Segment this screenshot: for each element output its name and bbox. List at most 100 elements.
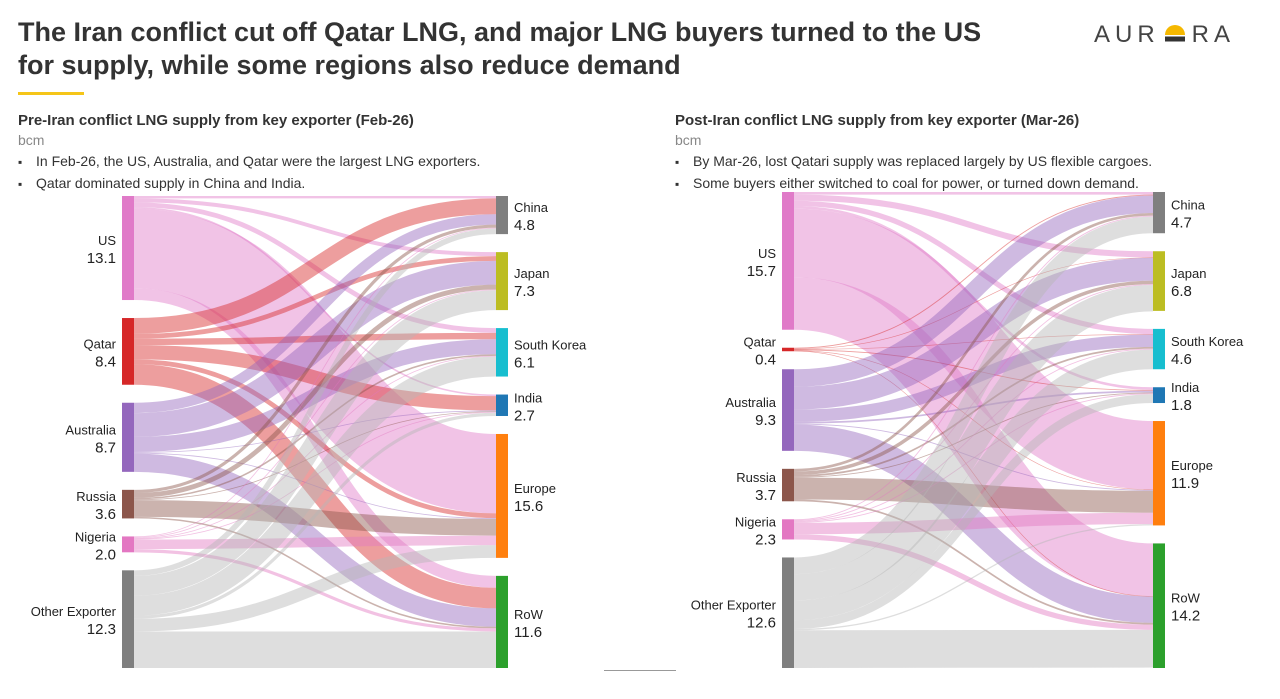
pre-target-value-india: 2.7 [514,407,535,424]
post-flow-nigeria-to-india [793,393,1154,523]
post-target-node-europe [1153,421,1165,526]
pre-target-label-south-korea: South Korea [514,337,587,352]
post-flow-nigeria-to-south-korea [793,348,1154,522]
pre-flow-australia-to-china [133,214,497,414]
post-flow-australia-to-china [793,195,1154,387]
pre-target-node-south-korea [496,328,508,377]
post-source-value-qatar: 0.4 [755,351,776,368]
pre-source-label-russia: Russia [76,489,117,504]
post-flow-russia-to-south-korea [793,346,1154,477]
post-target-label-europe: Europe [1171,458,1213,473]
post-flow-australia-to-south-korea [793,334,1154,422]
pre-source-value-russia: 3.6 [95,506,116,523]
post-source-label-us: US [758,246,776,261]
pre-flow-us-to-europe [132,208,498,514]
post-target-label-row: RoW [1171,591,1201,606]
post-flow-other-exporter-to-japan [793,285,1154,601]
post-flow-russia-to-india [793,392,1154,478]
pre-flow-other-exporter-to-japan [133,290,497,596]
page-title: The Iran conflict cut off Qatar LNG, and… [18,17,982,80]
post-source-value-other-exporter: 12.6 [747,615,776,632]
pre-source-value-us: 13.1 [87,250,116,267]
right-bullet-2: Some buyers either switched to coal for … [675,173,1152,195]
post-flow-nigeria-to-china [793,215,1154,521]
pre-conflict-sankey: US 13.1 Qatar 8.4 Australia 8.7 Russia 3.6 Niger… [31,195,587,669]
post-source-label-australia: Australia [725,395,776,410]
post-flow-nigeria-to-row [793,534,1154,630]
pre-source-value-nigeria: 2.0 [95,546,116,563]
pre-flow-australia-to-row [133,453,497,627]
pre-flow-australia-to-europe [133,452,497,519]
post-source-node-australia [782,369,794,451]
post-flow-other-exporter-to-china [793,216,1154,575]
post-target-label-japan: Japan [1171,266,1206,281]
pre-source-node-other-exporter [122,570,134,668]
right-panel-bullets: By Mar-26, lost Qatari supply was replac… [675,151,1152,195]
post-flow-nigeria-to-japan [793,284,1154,522]
post-target-value-india: 1.8 [1171,397,1192,414]
pre-flow-australia-to-japan [133,260,497,437]
post-target-label-india: India [1171,380,1200,395]
pre-flow-russia-to-japan [133,284,497,498]
pre-flow-other-exporter-to-europe [133,545,497,632]
pre-target-label-japan: Japan [514,266,549,281]
post-target-node-india [1153,387,1165,404]
title-underline [18,92,84,95]
pre-flow-qatar-to-row [133,364,497,609]
left-panel-title: Pre-Iran conflict LNG supply from key ex… [18,112,414,129]
pre-flow-russia-to-india [133,411,497,501]
pre-source-label-australia: Australia [65,422,116,437]
pre-flow-other-exporter-to-china [133,228,497,576]
pre-flow-russia-to-row [133,516,497,629]
post-source-value-us: 15.7 [747,263,776,280]
post-target-label-south-korea: South Korea [1171,334,1244,349]
post-source-value-australia: 9.3 [755,412,776,429]
post-flow-australia-to-japan [793,257,1154,410]
post-source-label-russia: Russia [736,470,777,485]
post-source-node-nigeria [782,519,794,540]
logo-text-right: RA [1191,21,1236,48]
post-flow-australia-to-row [793,424,1154,623]
post-target-node-row [1153,543,1165,668]
pre-flow-qatar-to-india [133,345,497,411]
pre-target-node-europe [496,433,508,558]
pre-flow-nigeria-to-europe [133,535,497,550]
pre-target-value-row: 11.6 [514,624,542,641]
post-source-value-nigeria: 2.3 [755,531,776,548]
pre-target-value-china: 4.8 [514,217,535,234]
post-flow-us-to-row [792,277,1155,597]
post-target-value-china: 4.7 [1171,215,1192,232]
pre-target-node-india [496,394,508,416]
pre-flow-qatar-to-south-korea [133,332,497,346]
post-flow-nigeria-to-europe [793,512,1154,535]
post-flow-qatar-to-europe [793,350,1154,491]
post-flow-australia-to-europe [793,423,1154,491]
post-flow-other-exporter-to-south-korea [793,349,1154,621]
post-source-node-qatar [782,347,794,352]
post-target-node-china [1153,192,1165,234]
pre-flow-australia-to-india [133,410,497,453]
post-target-value-row: 14.2 [1171,608,1200,625]
post-target-value-south-korea: 4.6 [1171,351,1192,368]
pre-flow-other-exporter-to-south-korea [133,356,497,616]
pre-flow-nigeria-to-china [133,227,497,538]
post-source-node-other-exporter [782,557,794,668]
post-flow-us-to-europe [792,208,1155,490]
pre-flow-qatar-to-japan [133,256,497,339]
pre-target-label-china: China [514,200,549,215]
post-flow-russia-to-china [793,213,1154,472]
pre-source-node-qatar [122,318,134,385]
pre-source-label-us: US [98,233,116,248]
post-source-label-qatar: Qatar [743,334,776,349]
left-panel-unit: bcm [18,132,45,148]
pre-flow-us-to-japan [133,198,497,257]
pre-target-label-europe: Europe [514,481,556,496]
pre-flow-qatar-to-china [133,198,497,334]
post-flow-qatar-to-china [793,194,1154,349]
pre-flow-nigeria-to-south-korea [133,355,497,539]
pre-flow-nigeria-to-row [133,549,497,632]
sun-icon [1162,22,1188,48]
post-flow-other-exporter-to-india [793,394,1154,629]
pre-source-node-nigeria [122,536,134,553]
